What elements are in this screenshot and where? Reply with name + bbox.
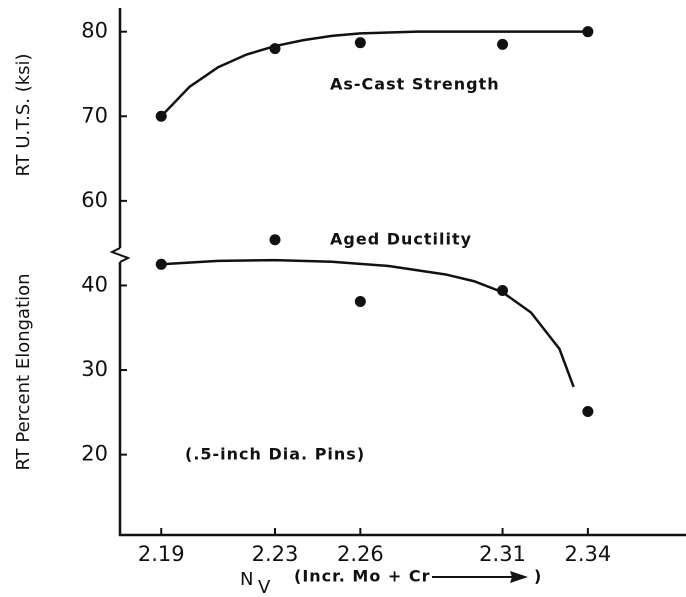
y-tick-label: 40 xyxy=(81,272,108,296)
point xyxy=(582,26,594,38)
point xyxy=(155,110,167,122)
x-tick-label: 2.31 xyxy=(479,542,526,566)
point xyxy=(269,234,281,246)
x-axis-note-end: ) xyxy=(534,567,542,586)
point xyxy=(354,296,366,308)
axis-break xyxy=(109,247,131,263)
series-label: As-Cast Strength xyxy=(330,75,500,94)
y-axis-label: RT U.T.S. (ksi) xyxy=(13,53,34,176)
y-tick-label: 20 xyxy=(81,442,108,466)
x-tick-label: 2.19 xyxy=(138,542,185,566)
point xyxy=(269,43,281,55)
fit-curve xyxy=(161,258,575,388)
arrow-head xyxy=(510,571,528,583)
fit-curve xyxy=(160,30,588,118)
y-tick-label: 70 xyxy=(81,103,108,127)
y-tick-label: 30 xyxy=(81,357,108,381)
series-label: Aged Ductility xyxy=(330,230,472,249)
x-axis-note: (Incr. Mo + Cr xyxy=(294,567,431,586)
point xyxy=(155,258,167,270)
annotation: (.5-inch Dia. Pins) xyxy=(185,445,365,464)
x-tick-label: 2.26 xyxy=(337,542,384,566)
y-tick-label: 60 xyxy=(81,188,108,212)
x-tick-label: 2.34 xyxy=(564,542,611,566)
point xyxy=(497,38,509,50)
x-tick-label: 2.23 xyxy=(252,542,299,566)
y2-axis-label: RT Percent Elongation xyxy=(13,273,34,470)
x-axis-label-sub: V xyxy=(258,577,271,597)
x-axis-label: N xyxy=(240,569,253,590)
point xyxy=(497,285,509,297)
point xyxy=(354,37,366,49)
y-tick-label: 80 xyxy=(81,19,108,43)
point xyxy=(582,405,594,417)
